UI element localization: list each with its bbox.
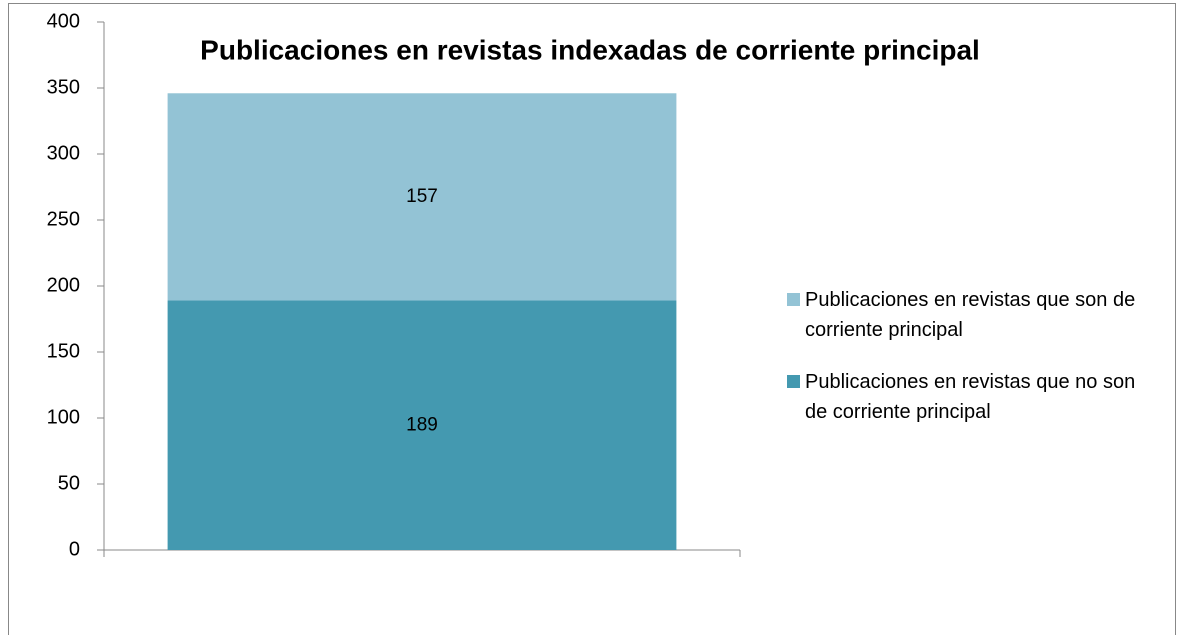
- data-label: 157: [406, 186, 438, 207]
- chart-border: [8, 3, 1176, 635]
- legend-label: Publicaciones en revistas que no son de …: [805, 371, 1136, 423]
- y-tick-label: 200: [47, 274, 80, 296]
- legend-swatch: [787, 375, 800, 388]
- y-tick-label: 50: [58, 472, 80, 494]
- y-tick-label: 350: [47, 76, 80, 98]
- y-tick-label: 250: [47, 208, 80, 230]
- y-tick-label: 100: [47, 406, 80, 428]
- y-tick-label: 400: [47, 10, 80, 32]
- legend-item: Publicaciones en revistas que no son de …: [787, 367, 1157, 427]
- y-tick-label: 300: [47, 142, 80, 164]
- legend-item: Publicaciones en revistas que son de cor…: [787, 285, 1157, 345]
- y-tick-label: 150: [47, 340, 80, 362]
- y-tick-label: 0: [69, 538, 80, 560]
- legend: Publicaciones en revistas que son de cor…: [787, 285, 1157, 449]
- bar-segment: [167, 93, 677, 301]
- bar-segment: [167, 300, 677, 550]
- legend-swatch: [787, 293, 800, 306]
- data-label: 189: [406, 414, 438, 435]
- legend-label: Publicaciones en revistas que son de cor…: [805, 289, 1136, 341]
- chart-title: Publicaciones en revistas indexadas de c…: [200, 34, 980, 65]
